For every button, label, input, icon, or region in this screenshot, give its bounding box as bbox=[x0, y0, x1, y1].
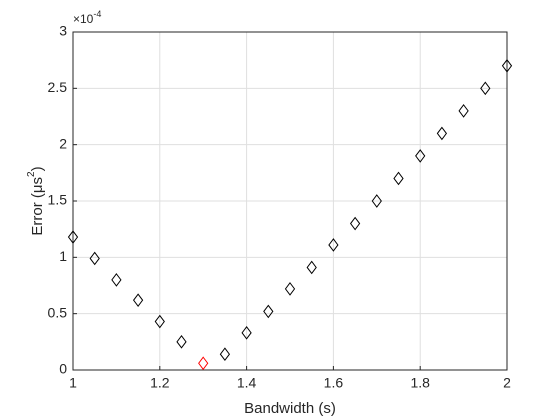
point bbox=[349, 216, 361, 231]
y-tick-label: 2 bbox=[59, 135, 67, 151]
y-tick-label: 1 bbox=[59, 248, 67, 264]
point bbox=[154, 314, 165, 329]
point bbox=[415, 149, 426, 163]
point bbox=[241, 325, 252, 340]
y-tick-label: 2.5 bbox=[48, 79, 68, 95]
point bbox=[480, 81, 491, 96]
y-axis-label: Error (μs2) bbox=[26, 166, 46, 235]
point bbox=[89, 251, 100, 266]
x-tick-label: 1.6 bbox=[324, 375, 344, 391]
y-label-end: ) bbox=[29, 166, 46, 171]
point bbox=[371, 194, 382, 208]
point bbox=[436, 126, 448, 141]
y-tick-label: 0 bbox=[59, 361, 67, 377]
point bbox=[263, 304, 274, 319]
y-exponent-power: -4 bbox=[93, 9, 101, 19]
x-tick-label: 1.8 bbox=[410, 375, 430, 391]
point bbox=[176, 334, 187, 349]
point bbox=[132, 293, 144, 307]
point bbox=[219, 347, 231, 362]
x-axis-label: Bandwidth (s) bbox=[244, 400, 336, 417]
x-tick-label: 1.4 bbox=[237, 375, 257, 391]
x-tick-label: 1 bbox=[69, 375, 77, 391]
point bbox=[393, 171, 404, 186]
point bbox=[306, 260, 317, 275]
point bbox=[501, 58, 513, 73]
point bbox=[458, 104, 469, 118]
y-exponent: ×10-4 bbox=[73, 9, 101, 26]
y-tick-label: 1.5 bbox=[48, 192, 68, 208]
point bbox=[284, 282, 296, 296]
y-exponent-base: ×10 bbox=[73, 12, 94, 26]
y-label-sup: 2 bbox=[26, 171, 37, 177]
x-tick-label: 1.2 bbox=[150, 375, 170, 391]
point bbox=[328, 238, 339, 252]
y-tick-label: 3 bbox=[59, 23, 67, 39]
y-label-text: Error (μs bbox=[29, 177, 46, 236]
y-tick-label: 0.5 bbox=[48, 304, 68, 320]
point bbox=[198, 356, 209, 371]
x-tick-label: 2 bbox=[503, 375, 511, 391]
point bbox=[67, 230, 79, 244]
point bbox=[111, 273, 122, 287]
